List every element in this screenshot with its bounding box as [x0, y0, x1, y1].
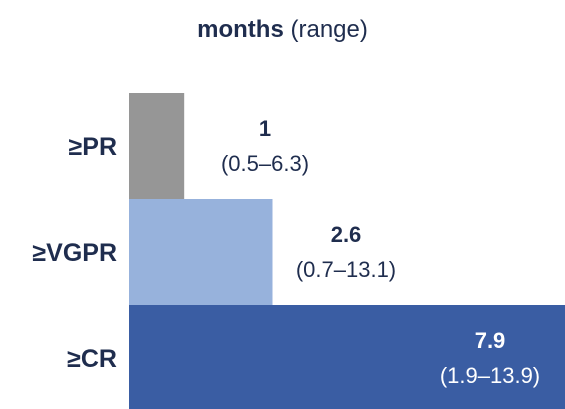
chart-title: months (range)	[0, 16, 565, 44]
value-label-2: 7.9	[475, 328, 506, 353]
value-label-1: 2.6	[331, 222, 362, 247]
category-label-1: ≥VGPR	[32, 239, 117, 267]
range-label-0: (0.5–6.3)	[221, 151, 309, 176]
category-label-0: ≥PR	[69, 133, 117, 161]
value-label-0: 1	[259, 116, 271, 141]
bar-0	[129, 93, 185, 199]
range-label-2: (1.9–13.9)	[440, 363, 540, 388]
bar-1	[129, 199, 273, 305]
chart-title-rest: (range)	[283, 16, 368, 43]
range-label-1: (0.7–13.1)	[296, 257, 396, 282]
chart-title-bold: months	[197, 16, 284, 43]
bar-2	[129, 305, 565, 409]
category-label-2: ≥CR	[67, 345, 117, 373]
